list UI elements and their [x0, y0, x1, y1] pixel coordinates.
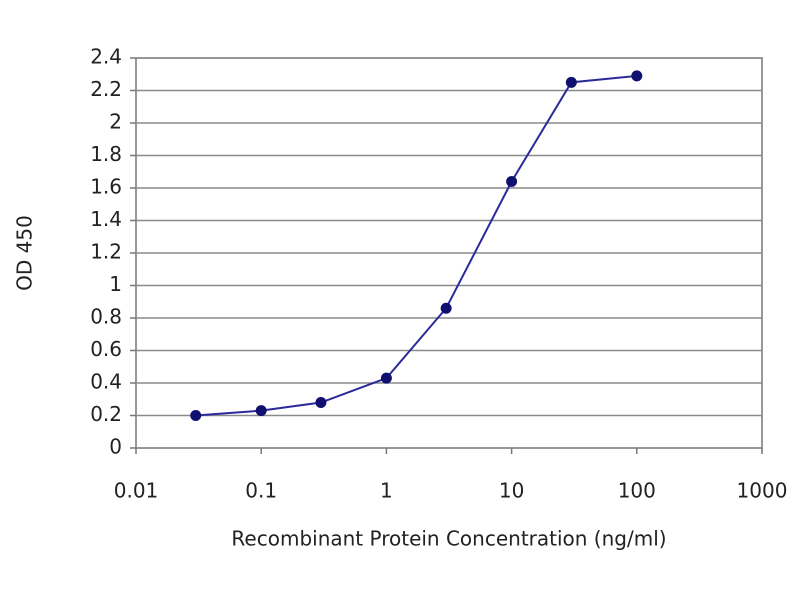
y-tick-label: 0.2 — [90, 402, 122, 426]
data-point — [506, 176, 518, 187]
data-point — [565, 76, 577, 88]
y-tick-label: 2 — [109, 110, 122, 134]
y-tick-label: 1.8 — [90, 142, 122, 166]
x-axis-label: Recombinant Protein Concentration (ng/ml… — [231, 527, 666, 551]
y-tick-label: 2.4 — [90, 45, 122, 69]
data-point — [631, 70, 643, 82]
x-tick-label: 1000 — [737, 479, 788, 503]
data-point — [315, 397, 327, 408]
y-tick-label: 2.2 — [90, 77, 122, 101]
data-point — [380, 372, 392, 384]
x-tick-label: 10 — [499, 479, 524, 503]
y-tick-label: 1.4 — [90, 207, 122, 231]
data-point — [440, 302, 452, 314]
y-axis-label: OD 450 — [13, 215, 37, 291]
x-tick-label: 0.1 — [245, 479, 277, 503]
x-tick-label: 1 — [380, 479, 393, 503]
y-tick-label: 0 — [109, 435, 122, 459]
data-point — [190, 410, 202, 421]
y-tick-label: 1 — [109, 272, 122, 296]
data-point — [255, 405, 267, 417]
y-tick-label: 1.6 — [90, 175, 122, 199]
x-tick-label: 100 — [618, 479, 656, 503]
y-tick-label: 1.2 — [90, 240, 122, 264]
y-tick-label: 0.6 — [90, 337, 122, 361]
y-tick-label: 0.4 — [90, 370, 122, 394]
y-tick-label: 0.8 — [90, 305, 122, 329]
data-line — [195, 74, 637, 417]
x-tick-label: 0.01 — [114, 479, 159, 503]
